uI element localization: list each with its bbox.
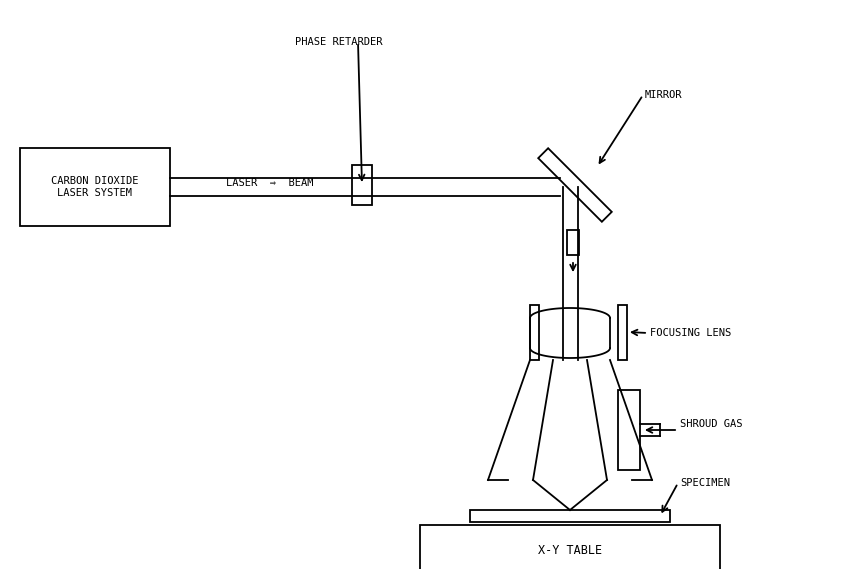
Text: MIRROR: MIRROR: [645, 90, 683, 100]
Bar: [567, 230, 579, 255]
Text: SHROUD GAS: SHROUD GAS: [680, 419, 743, 429]
Bar: [618, 390, 640, 470]
Text: PHASE RETARDER: PHASE RETARDER: [295, 37, 383, 47]
Bar: [530, 305, 539, 360]
Polygon shape: [538, 149, 612, 222]
Bar: [420, 525, 720, 569]
Bar: [352, 165, 372, 205]
Bar: [20, 148, 170, 226]
Text: X-Y TABLE: X-Y TABLE: [538, 545, 602, 558]
Text: SPECIMEN: SPECIMEN: [680, 478, 730, 488]
Text: FOCUSING LENS: FOCUSING LENS: [650, 328, 731, 338]
Bar: [470, 510, 670, 522]
Text: CARBON DIOXIDE
LASER SYSTEM: CARBON DIOXIDE LASER SYSTEM: [51, 176, 138, 198]
Bar: [618, 305, 627, 360]
Text: LASER  ⇒  BEAM: LASER ⇒ BEAM: [226, 178, 314, 188]
